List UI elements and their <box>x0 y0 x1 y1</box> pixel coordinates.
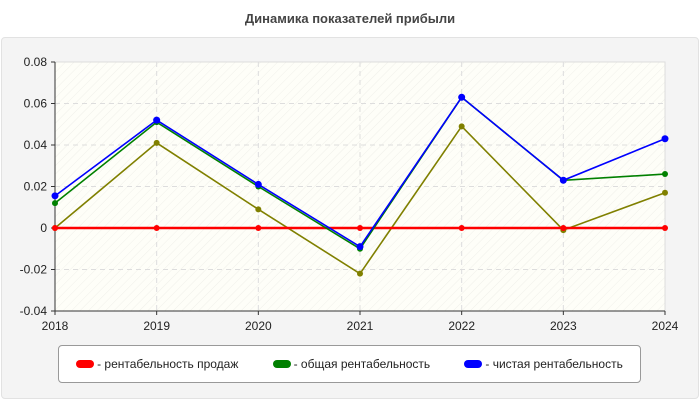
data-point <box>153 225 160 231</box>
data-point <box>357 225 363 231</box>
data-point <box>661 135 669 143</box>
data-point <box>560 225 567 231</box>
legend-label: - рентабельность продаж <box>97 357 239 371</box>
data-point <box>662 189 668 196</box>
data-point <box>356 243 364 251</box>
legend-item-net[interactable]: - чистая рентабельность <box>464 357 623 371</box>
y-tick-label: 0.04 <box>24 138 48 152</box>
y-tick-label: 0.08 <box>24 55 48 69</box>
legend-item-total[interactable]: - общая рентабельность <box>272 357 431 371</box>
y-tick-label: -0.02 <box>20 263 48 277</box>
chart-title: Динамика показателей прибыли <box>244 11 456 26</box>
data-point <box>255 206 262 213</box>
data-point <box>52 200 58 207</box>
data-point <box>255 225 262 231</box>
data-point <box>51 192 59 200</box>
data-point <box>458 225 465 231</box>
data-point <box>153 116 161 124</box>
y-tick-label: -0.04 <box>20 304 48 318</box>
data-point <box>559 176 567 184</box>
x-tick-label: 2018 <box>42 319 69 333</box>
data-point <box>153 139 160 146</box>
data-point <box>357 270 363 277</box>
y-tick-label: 0.06 <box>24 97 48 111</box>
x-tick-label: 2022 <box>448 319 475 333</box>
data-point <box>458 123 465 130</box>
y-tick-label: 0.02 <box>24 180 48 194</box>
y-tick-label: 0 <box>40 221 47 235</box>
legend: - рентабельность продаж - общая рентабел… <box>58 345 641 383</box>
x-tick-label: 2023 <box>550 319 577 333</box>
x-tick-label: 2024 <box>652 319 679 333</box>
data-point <box>662 225 668 231</box>
x-tick-label: 2021 <box>347 319 374 333</box>
data-point <box>52 225 58 231</box>
data-point <box>458 93 466 101</box>
legend-swatch <box>76 360 95 368</box>
x-tick-label: 2020 <box>245 319 272 333</box>
legend-swatch <box>272 360 291 368</box>
legend-item-sales[interactable]: - рентабельность продаж <box>76 357 238 371</box>
legend-label: - общая рентабельность <box>293 357 431 371</box>
data-point <box>254 180 262 188</box>
legend-swatch <box>464 360 483 368</box>
legend-label: - чистая рентабельность <box>485 357 623 371</box>
data-point <box>662 171 668 178</box>
x-tick-label: 2019 <box>143 319 170 333</box>
